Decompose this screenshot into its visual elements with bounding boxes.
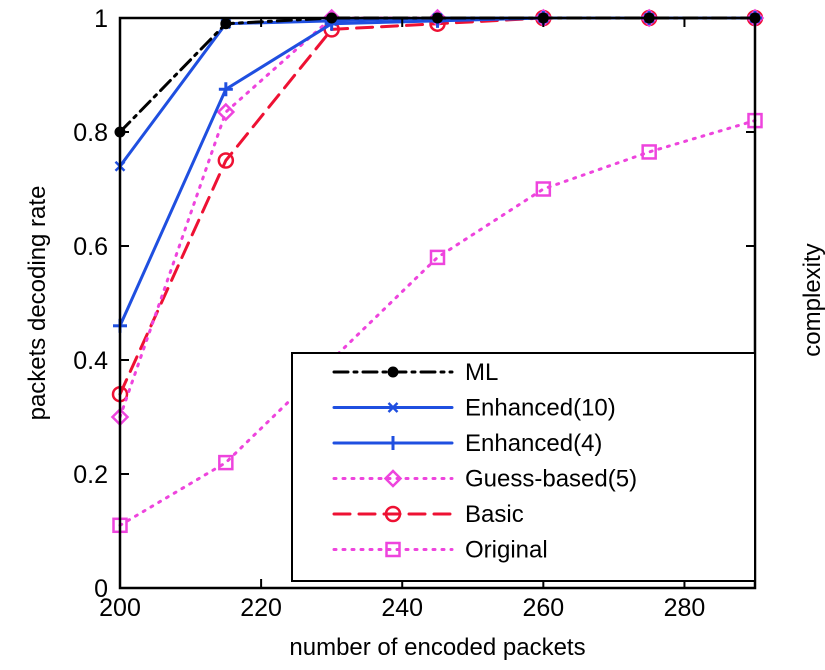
x-tick-label: 280 [664, 594, 706, 622]
series-line [118, 16, 757, 396]
legend-box [291, 352, 756, 582]
y-tick-label: 0.4 [73, 347, 108, 375]
x-tick-label: 200 [99, 594, 141, 622]
x-axis-label: number of encoded packets [289, 634, 585, 661]
axis-ticks: 200 220 240 260 280 0 0.2 0.4 0.6 0.8 1 [73, 5, 755, 622]
data-point [535, 181, 552, 197]
data-point [429, 249, 446, 266]
legend-swatch-marker [386, 436, 400, 450]
y-tick-label: 1 [94, 5, 108, 33]
series-line [118, 16, 757, 328]
series-4 [111, 9, 764, 403]
plot-area-frame [118, 16, 757, 590]
y-tick-label: 0.8 [73, 119, 108, 147]
legend-swatch-marker-stroke [387, 402, 399, 413]
data-point [218, 82, 233, 97]
data-point [216, 102, 236, 122]
legend-label: Original [465, 537, 548, 564]
data-point [641, 144, 657, 160]
legend-label: Basic [465, 501, 524, 528]
legend-swatch-marker [387, 402, 399, 413]
legend-swatch-marker [385, 541, 401, 558]
y-axis-label: packets decoding rate [24, 186, 51, 421]
x-tick-label: 240 [381, 594, 423, 622]
legend-label: ML [465, 359, 498, 386]
series-2 [113, 11, 762, 333]
legend-label: Enhanced(10) [465, 395, 616, 422]
x-tick-label: 220 [240, 594, 282, 622]
legend-swatch-marker [383, 469, 403, 488]
legend-swatch-marker [384, 505, 402, 523]
y-tick-label: 0 [94, 575, 108, 603]
data-point [218, 454, 234, 471]
data-point [217, 152, 235, 169]
clipped-right-axis-label: complexity [799, 243, 825, 356]
y-tick-label: 0.6 [73, 233, 108, 261]
data-point [220, 18, 232, 30]
y-tick-label: 0.2 [73, 461, 108, 489]
legend: ML Enhanced(10) Enhanced(4) Guess-based(5) B… [291, 352, 756, 582]
legend-label: Enhanced(4) [465, 430, 602, 457]
legend-swatch-marker [387, 366, 399, 378]
x-tick-label: 260 [522, 594, 564, 622]
series-1 [114, 12, 761, 172]
data-point [639, 8, 659, 28]
series-line [118, 119, 757, 527]
legend-label: Guess-based(5) [465, 466, 637, 493]
